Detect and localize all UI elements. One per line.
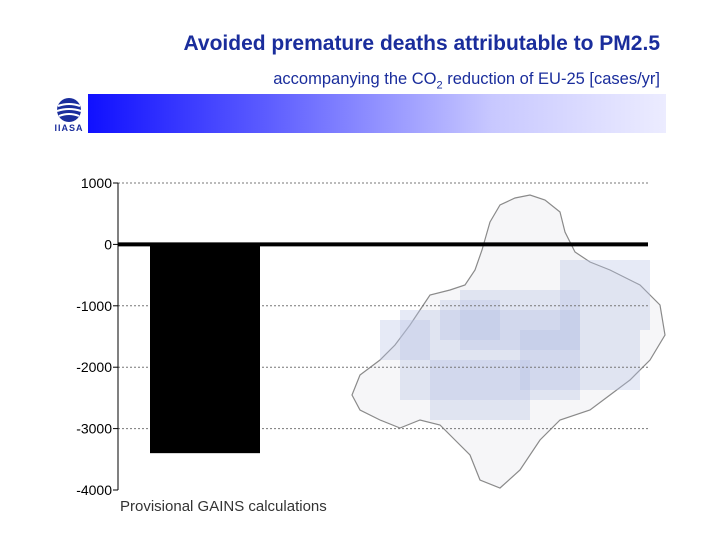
pollution-marker-cluster xyxy=(520,330,640,390)
subtitle-part-1: accompanying the CO xyxy=(273,70,437,88)
y-tick-label: 0 xyxy=(104,236,112,252)
footnote: Provisional GAINS calculations xyxy=(120,498,327,515)
pollution-marker-cluster xyxy=(380,320,430,360)
pollution-marker-cluster xyxy=(460,290,580,350)
y-tick-label: -1000 xyxy=(76,298,112,314)
y-tick-label: 1000 xyxy=(81,175,112,191)
y-tick-label: -4000 xyxy=(76,482,112,498)
y-tick-label: -3000 xyxy=(76,421,112,437)
chart-title: Avoided premature deaths attributable to… xyxy=(183,32,660,55)
europe-map xyxy=(351,194,666,489)
y-axis: 1000 0 -1000 -2000 -3000 -4000 xyxy=(76,175,648,498)
chart-subtitle: accompanying the CO2 reduction of EU-25 … xyxy=(0,70,660,91)
iiasa-globe-icon xyxy=(56,98,82,122)
subtitle-subscript: 2 xyxy=(436,79,443,92)
logo-text: IIASA xyxy=(54,123,84,133)
header-banner xyxy=(88,94,666,133)
pollution-marker-cluster xyxy=(400,310,580,400)
pollution-marker-cluster xyxy=(440,300,500,340)
subtitle-part-2: reduction of EU-25 [cases/yr] xyxy=(442,70,660,88)
bars xyxy=(150,244,260,454)
pollution-marker-cluster xyxy=(430,360,530,420)
bar xyxy=(150,244,260,454)
pollution-marker-cluster xyxy=(560,260,650,330)
y-tick-label: -2000 xyxy=(76,359,112,375)
